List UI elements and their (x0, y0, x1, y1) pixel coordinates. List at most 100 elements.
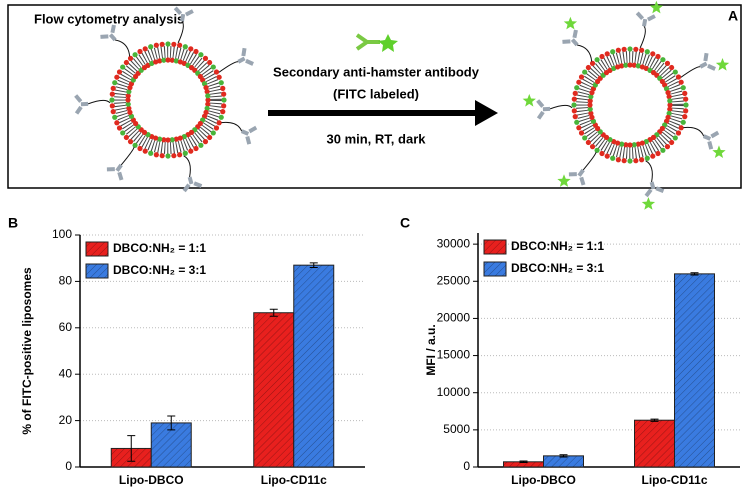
lipid-head (655, 150, 661, 157)
lipid-head (161, 137, 167, 143)
lipid-head (578, 74, 585, 80)
lipid-head (112, 80, 118, 86)
lipid-head (213, 125, 220, 131)
error-bar (127, 435, 136, 462)
lipid-head (587, 106, 593, 112)
lipid-head (604, 51, 610, 57)
lipid-head (203, 109, 209, 115)
error-bar (559, 454, 568, 458)
lipid-head (221, 97, 227, 103)
lipid-head (123, 134, 129, 141)
fitc-star (522, 93, 536, 107)
linker (549, 104, 573, 110)
lipid-head (201, 81, 208, 87)
linker (645, 160, 653, 183)
lipid-head (619, 141, 625, 147)
antibody (644, 181, 665, 198)
linker (221, 121, 243, 132)
lipid-head (177, 42, 183, 48)
antibody (240, 125, 258, 145)
antibody (568, 168, 586, 186)
antibody (562, 29, 579, 47)
error-bar (309, 262, 318, 268)
lipid-head (667, 98, 673, 104)
lipid-head (635, 141, 641, 147)
lipid-head (165, 137, 171, 143)
lipid-head (153, 152, 159, 158)
antibody (106, 163, 124, 181)
lipid-head (621, 46, 627, 52)
legend-label: DBCO:NH₂ = 3:1 (113, 263, 206, 277)
antibody (702, 130, 720, 150)
lipid-head (221, 103, 227, 109)
lipid-head (587, 98, 593, 104)
lipid-head (165, 57, 171, 63)
lipid-head (664, 144, 671, 150)
lipid-head (207, 134, 213, 141)
lipid-head (623, 142, 629, 148)
legend-hatch (86, 264, 108, 278)
lipid-head (665, 114, 671, 120)
antibody (173, 6, 194, 22)
lipid-head (639, 47, 645, 53)
panel-a-title: Flow cytometry analysis (34, 11, 184, 26)
lipid-head (148, 44, 154, 50)
lipid-head (116, 69, 123, 75)
lipid-head (216, 74, 222, 80)
lipid-head (666, 110, 672, 116)
legend-hatch (86, 242, 108, 256)
reagent-text: Secondary anti-hamster antibody (273, 64, 480, 79)
lipid-head (672, 135, 678, 141)
linker (683, 126, 705, 137)
lipid-head (633, 46, 639, 52)
lipid-head (213, 69, 220, 75)
lipid-head (574, 85, 580, 91)
lipid-head (680, 119, 686, 125)
antibody (237, 47, 254, 66)
lipid-head (218, 80, 224, 86)
lipid-head (667, 106, 673, 112)
lipid-head (572, 90, 578, 96)
lipid-head (572, 114, 578, 120)
lipid-head (220, 109, 226, 115)
lipid-head (631, 62, 637, 68)
lipid-head (682, 114, 688, 120)
lipid-head (682, 90, 688, 96)
antibody (536, 99, 551, 120)
error-bar (167, 415, 176, 431)
lipid-head (157, 58, 163, 64)
lipid-head (619, 63, 625, 69)
bar-hatch (543, 455, 584, 467)
lipid-head (181, 133, 187, 140)
antibody (182, 176, 203, 193)
panel-label: A (728, 8, 738, 24)
lipid-head (204, 105, 210, 111)
lipid-head (615, 157, 621, 163)
lipid-head (182, 44, 188, 50)
lipid-head (639, 140, 645, 146)
legend-hatch (484, 262, 506, 276)
linker (87, 99, 111, 105)
lipid-head (153, 42, 159, 48)
linker (183, 155, 191, 178)
lipid-head (587, 102, 593, 108)
lipid-head (132, 142, 138, 148)
linker (577, 44, 593, 62)
lipid-head (615, 47, 621, 53)
lipid-head (207, 59, 213, 66)
lipid-head (589, 114, 595, 120)
liposome-schematics (74, 0, 730, 210)
panel-label: C (400, 215, 410, 231)
lipid-head (582, 135, 588, 141)
y-tick-label: 100 (52, 227, 72, 241)
lipid-head (615, 64, 621, 70)
lipid-head (644, 155, 650, 161)
lipid-head (110, 85, 116, 91)
lipid-head (665, 90, 671, 96)
y-tick-label: 80 (59, 274, 73, 288)
linker (218, 61, 239, 73)
lipid-head (594, 147, 600, 153)
y-tick-label: 20000 (437, 311, 471, 325)
lipid-head (610, 155, 616, 161)
